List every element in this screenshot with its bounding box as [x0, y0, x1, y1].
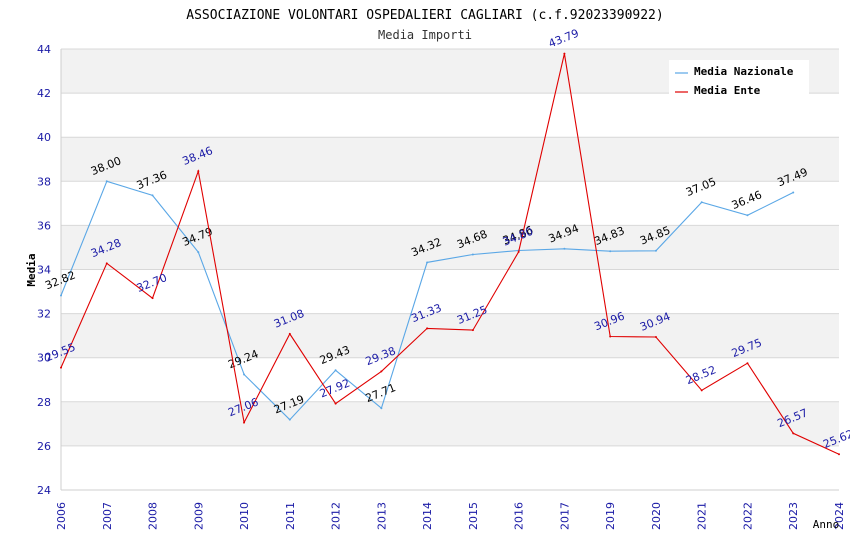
- y-axis-label: Media: [25, 253, 38, 286]
- x-tick-label: 2009: [192, 502, 205, 530]
- x-tick-label: 2022: [741, 502, 754, 530]
- data-point-media-ente: [288, 332, 291, 335]
- y-axis-ticks: 24 26 28 30 32 34 36 38 40 42 44: [37, 43, 51, 497]
- data-point-media-nazionale: [288, 418, 291, 421]
- plot-band: [61, 401, 839, 446]
- data-point-media-nazionale: [151, 194, 154, 197]
- data-point-media-nazionale: [334, 369, 337, 372]
- data-label-media-ente: 43.79: [547, 27, 581, 51]
- x-tick-label: 2016: [513, 502, 526, 530]
- grid-lines: [60, 48, 839, 491]
- x-tick-label: 2006: [55, 502, 68, 530]
- plot-band: [61, 357, 839, 402]
- legend-label-media-nazionale: Media Nazionale: [694, 65, 794, 78]
- data-point-media-nazionale: [563, 247, 566, 250]
- x-tick-label: 2021: [696, 502, 709, 530]
- plot-band: [61, 225, 839, 270]
- data-point-media-ente: [563, 52, 566, 55]
- data-point-media-ente: [380, 370, 383, 373]
- y-tick-label: 26: [37, 440, 51, 453]
- y-tick-label: 42: [37, 87, 51, 100]
- x-tick-label: 2012: [330, 502, 343, 530]
- series-line-media-ente: [60, 53, 840, 455]
- data-point-media-nazionale: [792, 191, 795, 194]
- y-tick-label: 36: [37, 219, 51, 232]
- plot-bands: [61, 49, 839, 490]
- x-tick-label: 2020: [650, 502, 663, 530]
- x-axis-ticks: 2006 2007 2008 2009 2010 2011 2012 2013 2014 2015…: [55, 502, 846, 530]
- data-point-media-ente: [151, 297, 154, 300]
- x-tick-label: 2015: [467, 502, 480, 530]
- data-point-media-nazionale: [243, 373, 246, 376]
- y-tick-label: 44: [37, 43, 51, 56]
- legend: Media Nazionale Media Ente: [669, 60, 809, 98]
- data-point-media-ente: [197, 170, 200, 173]
- x-axis-label: Anno: [813, 518, 840, 531]
- data-point-media-ente: [792, 432, 795, 435]
- plot-band: [61, 445, 839, 490]
- plot-band: [61, 313, 839, 358]
- data-point-media-nazionale: [60, 294, 62, 297]
- y-tick-label: 30: [37, 352, 51, 365]
- legend-label-media-ente: Media Ente: [694, 84, 761, 97]
- data-point-media-nazionale: [609, 250, 612, 253]
- data-point-media-ente: [334, 402, 337, 405]
- legend-box: [669, 60, 809, 98]
- data-point-media-nazionale: [700, 201, 703, 204]
- data-point-media-ente: [471, 329, 474, 332]
- data-point-media-ente: [654, 335, 657, 338]
- data-point-media-ente: [426, 327, 429, 330]
- x-tick-label: 2010: [238, 502, 251, 530]
- plot-band: [61, 137, 839, 182]
- data-point-media-ente: [517, 250, 520, 253]
- x-tick-label: 2023: [787, 502, 800, 530]
- data-point-media-ente: [700, 389, 703, 392]
- plot-band: [61, 269, 839, 314]
- data-point-media-ente: [609, 335, 612, 338]
- x-tick-label: 2011: [284, 502, 297, 530]
- chart-title: ASSOCIAZIONE VOLONTARI OSPEDALIERI CAGLI…: [186, 8, 663, 23]
- data-point-media-nazionale: [105, 180, 108, 183]
- x-tick-label: 2019: [604, 502, 617, 530]
- data-point-media-nazionale: [197, 251, 200, 254]
- y-tick-label: 38: [37, 175, 51, 188]
- x-tick-label: 2008: [147, 502, 160, 530]
- data-point-media-nazionale: [380, 407, 383, 410]
- data-point-media-nazionale: [426, 261, 429, 264]
- data-point-media-ente: [746, 362, 749, 365]
- data-point-media-ente: [243, 421, 246, 424]
- y-tick-label: 24: [37, 484, 51, 497]
- x-tick-label: 2013: [375, 502, 388, 530]
- x-tick-label: 2017: [558, 502, 571, 530]
- data-point-media-ente: [60, 366, 62, 369]
- y-tick-label: 34: [37, 264, 51, 277]
- data-point-media-nazionale: [471, 253, 474, 256]
- plot-band: [61, 93, 839, 138]
- data-point-media-nazionale: [746, 214, 749, 217]
- y-tick-label: 28: [37, 396, 51, 409]
- plot-band: [61, 181, 839, 226]
- data-point-media-ente: [838, 453, 840, 456]
- chart-subtitle: Media Importi: [378, 28, 472, 42]
- x-tick-label: 2014: [421, 502, 434, 530]
- x-tick-label: 2024: [833, 502, 846, 530]
- data-point-media-ente: [105, 262, 108, 265]
- data-point-media-nazionale: [654, 249, 657, 252]
- y-tick-label: 40: [37, 131, 51, 144]
- x-tick-label: 2007: [101, 502, 114, 530]
- y-tick-label: 32: [37, 308, 51, 321]
